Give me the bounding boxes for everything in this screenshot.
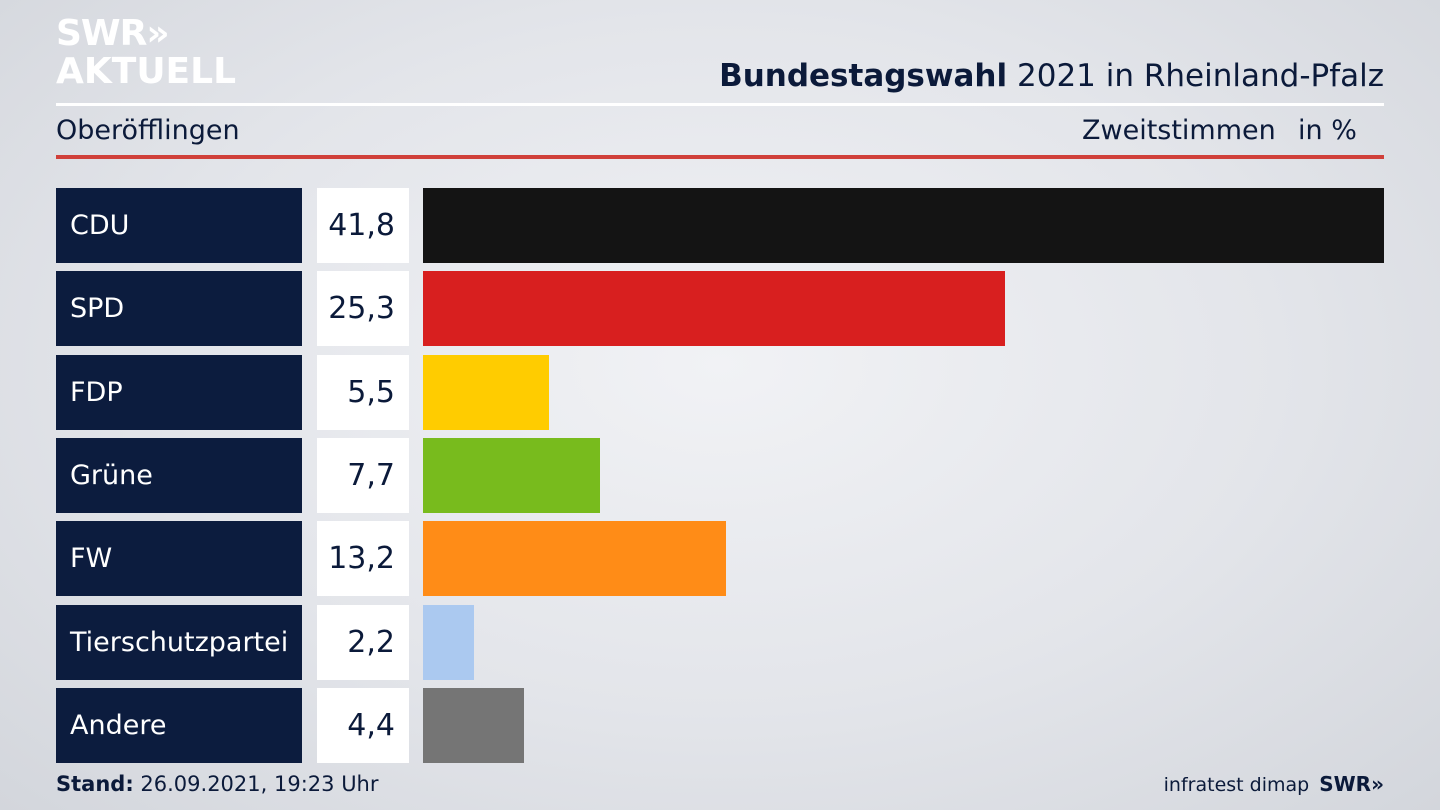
source-name: infratest dimap: [1163, 774, 1310, 796]
logo-aktuell-text: AKTUELL: [56, 51, 237, 92]
value-label: 41,8: [317, 188, 409, 263]
party-label: FDP: [56, 354, 302, 430]
value-label: 5,5: [317, 354, 409, 430]
bar-row: CDU 41,8: [0, 188, 1440, 263]
party-label: SPD: [56, 271, 302, 347]
source-credit: infratest dimap SWR»: [1164, 772, 1384, 796]
bar-row: Tierschutzpartei 2,2: [0, 604, 1440, 680]
bar-row: Andere 4,4: [0, 687, 1440, 763]
party-label: CDU: [56, 188, 302, 263]
value-label: 13,2: [317, 521, 409, 597]
party-label: Tierschutzpartei: [56, 604, 302, 680]
timestamp-label: Stand:: [56, 772, 134, 796]
timestamp: Stand: 26.09.2021, 19:23 Uhr: [56, 772, 379, 796]
chart-title-bold: Bundestagswahl: [719, 58, 1008, 94]
measure-label: Zweitstimmen: [1082, 115, 1276, 146]
accent-divider: [56, 155, 1384, 159]
bar: [423, 437, 601, 513]
timestamp-value: 26.09.2021, 19:23 Uhr: [140, 772, 379, 796]
place-name: Oberöfflingen: [56, 115, 240, 146]
bar: [423, 188, 1384, 263]
header-divider: [56, 103, 1384, 106]
bar: [423, 354, 550, 430]
party-label: Andere: [56, 687, 302, 763]
footer-swr-logo: SWR»: [1319, 772, 1384, 796]
unit-label: in %: [1298, 115, 1357, 146]
swr-aktuell-logo: SWR» AKTUELL: [56, 16, 236, 90]
bar-row: SPD 25,3: [0, 271, 1440, 347]
party-label: Grüne: [56, 437, 302, 513]
chart-title: Bundestagswahl 2021 in Rheinland-Pfalz: [719, 58, 1384, 94]
bar: [423, 604, 474, 680]
value-label: 7,7: [317, 437, 409, 513]
value-label: 2,2: [317, 604, 409, 680]
bar-row: Grüne 7,7: [0, 437, 1440, 513]
logo-swr-text: SWR»: [56, 13, 170, 54]
bar-row: FDP 5,5: [0, 354, 1440, 430]
value-label: 25,3: [317, 271, 409, 347]
party-label: FW: [56, 521, 302, 597]
bar-row: FW 13,2: [0, 521, 1440, 597]
chart-title-rest: 2021 in Rheinland-Pfalz: [1017, 58, 1384, 94]
bar: [423, 521, 727, 597]
value-label: 4,4: [317, 687, 409, 763]
bar: [423, 687, 525, 763]
bar: [423, 271, 1005, 347]
